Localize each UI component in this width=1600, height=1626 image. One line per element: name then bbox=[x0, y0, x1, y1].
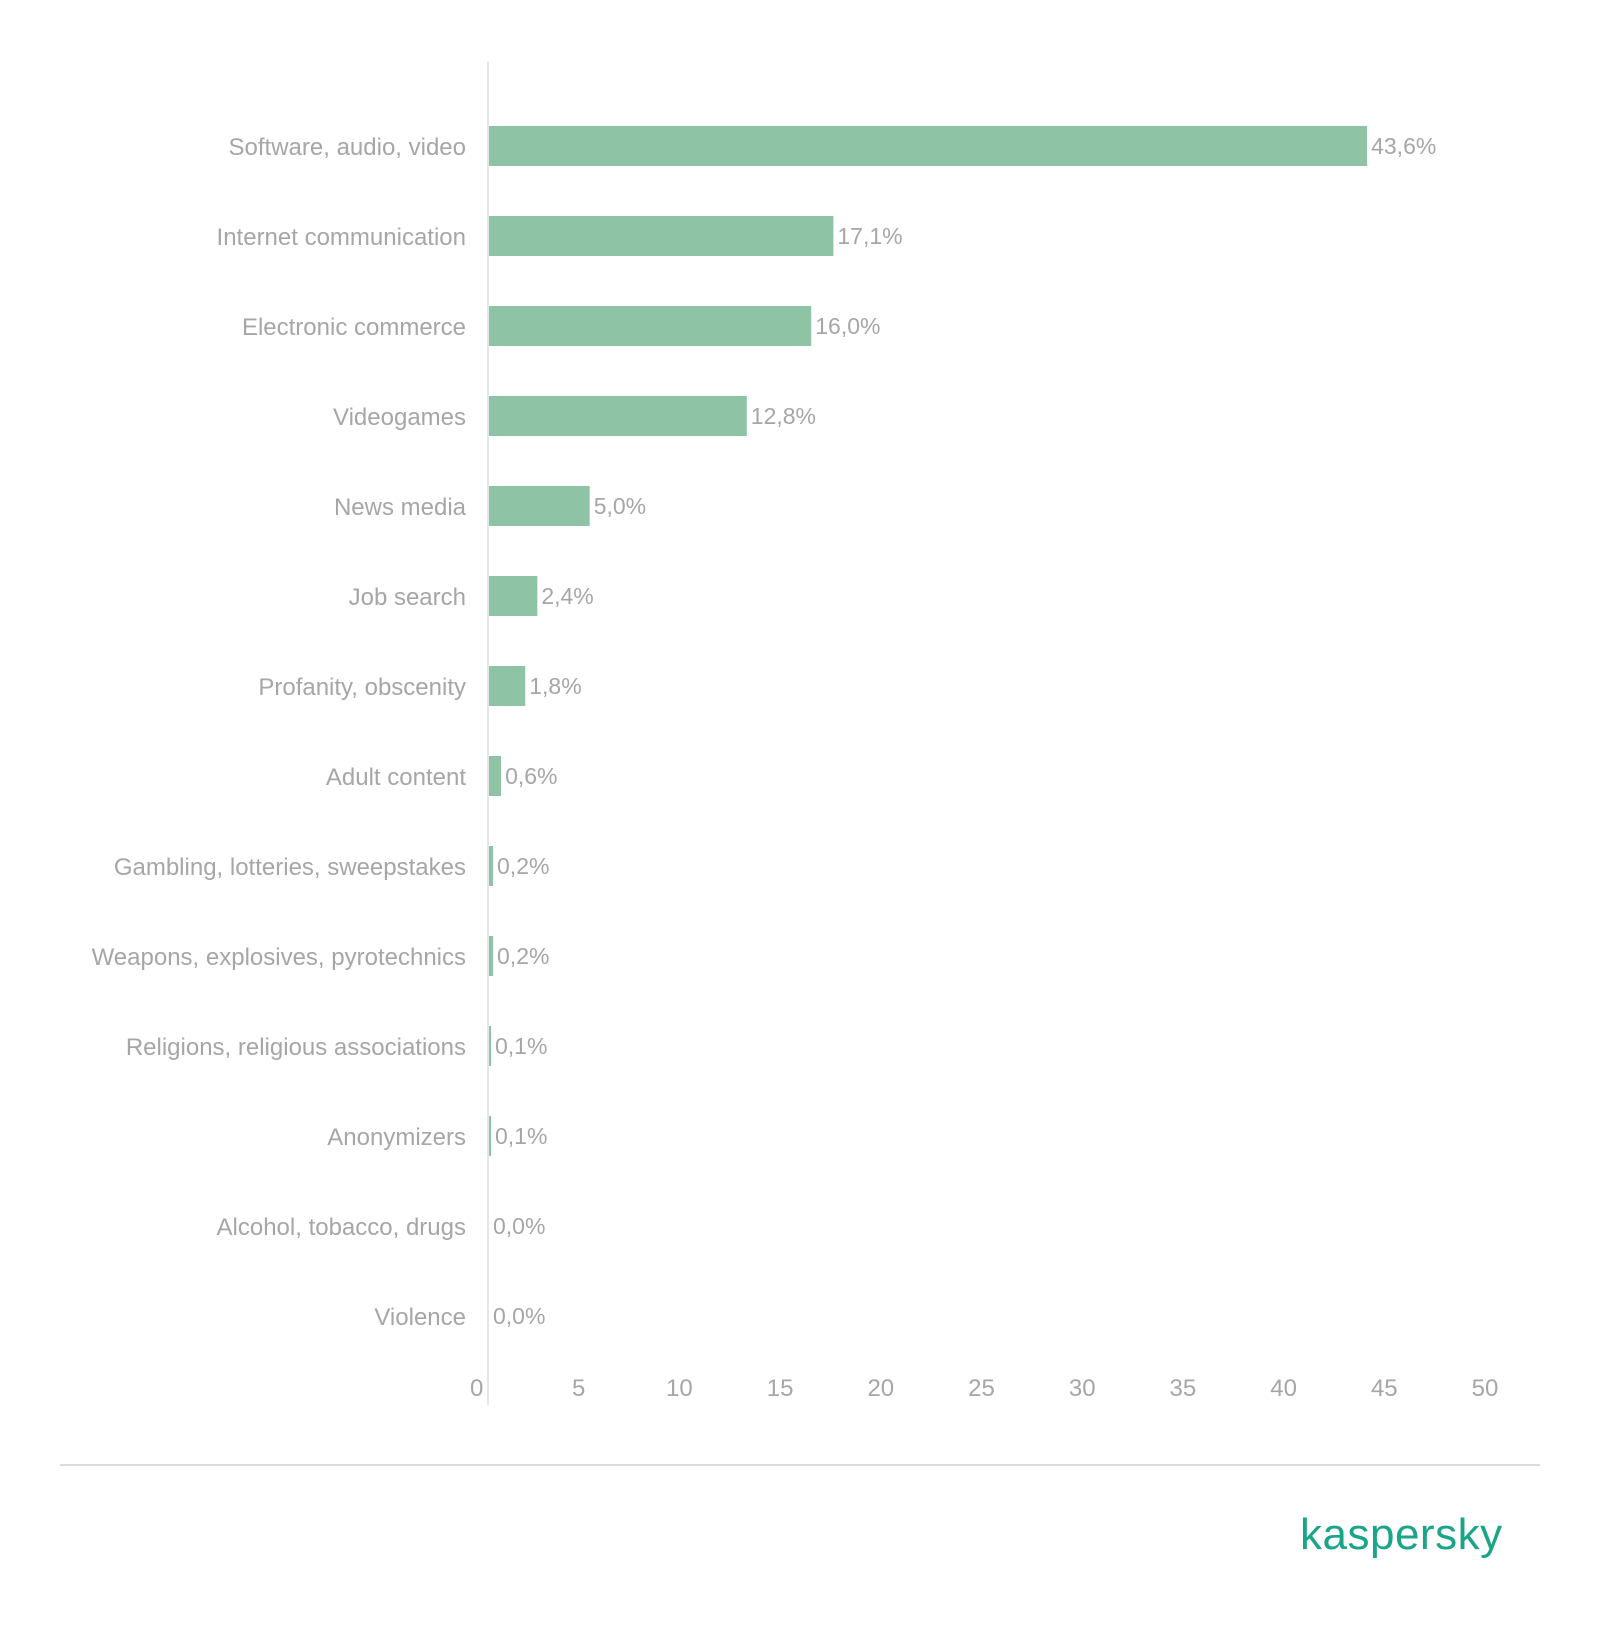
bar-chart: Software, audio, video Internet communica… bbox=[92, 62, 1498, 1405]
x-tick-label: 25 bbox=[968, 1375, 995, 1402]
bar bbox=[489, 1026, 492, 1066]
value-label: 2,4% bbox=[541, 583, 593, 609]
category-label: Adult content bbox=[326, 764, 466, 791]
value-label: 0,0% bbox=[493, 1303, 545, 1329]
bars-group bbox=[489, 126, 1368, 1156]
bar bbox=[489, 396, 747, 436]
x-tick-label: 0 bbox=[470, 1375, 483, 1402]
bar bbox=[489, 486, 590, 526]
category-label: Internet communication bbox=[217, 224, 466, 251]
x-tick-label: 20 bbox=[867, 1375, 894, 1402]
value-label: 12,8% bbox=[751, 403, 816, 429]
category-label: Videogames bbox=[333, 404, 466, 431]
x-tick-label: 40 bbox=[1270, 1375, 1297, 1402]
x-tick-label: 35 bbox=[1170, 1375, 1197, 1402]
value-label: 0,1% bbox=[495, 1123, 547, 1149]
value-label: 0,0% bbox=[493, 1213, 545, 1239]
category-label: Job search bbox=[349, 584, 466, 611]
category-label: Anonymizers bbox=[327, 1124, 466, 1151]
category-label: Alcohol, tobacco, drugs bbox=[217, 1214, 466, 1241]
bar bbox=[489, 216, 834, 256]
x-tick-label: 50 bbox=[1472, 1375, 1499, 1402]
x-tick-label: 15 bbox=[767, 1375, 794, 1402]
x-tick-labels-group: 0 5 10 15 20 25 30 35 40 45 50 bbox=[470, 1375, 1498, 1402]
value-label: 0,6% bbox=[505, 763, 557, 789]
bar bbox=[489, 1116, 492, 1156]
bar bbox=[489, 756, 502, 796]
category-labels-group: Software, audio, video Internet communica… bbox=[92, 134, 467, 1331]
x-tick-label: 5 bbox=[572, 1375, 585, 1402]
value-label: 16,0% bbox=[815, 313, 880, 339]
category-label: Gambling, lotteries, sweepstakes bbox=[114, 854, 466, 881]
bar bbox=[489, 306, 812, 346]
category-label: Weapons, explosives, pyrotechnics bbox=[92, 944, 466, 971]
value-label: 5,0% bbox=[594, 493, 646, 519]
value-label: 0,1% bbox=[495, 1033, 547, 1059]
value-label: 43,6% bbox=[1371, 133, 1436, 159]
category-label: Electronic commerce bbox=[242, 314, 466, 341]
category-label: Violence bbox=[374, 1304, 466, 1331]
category-label: News media bbox=[334, 494, 467, 521]
bar bbox=[489, 666, 526, 706]
x-tick-label: 45 bbox=[1371, 1375, 1398, 1402]
bar bbox=[489, 846, 494, 886]
bar bbox=[489, 126, 1368, 166]
value-label: 1,8% bbox=[529, 673, 581, 699]
value-label: 0,2% bbox=[497, 943, 549, 969]
footer-divider bbox=[60, 1464, 1540, 1466]
value-label: 0,2% bbox=[497, 853, 549, 879]
x-tick-label: 10 bbox=[666, 1375, 693, 1402]
kaspersky-logo: kaspersky bbox=[1300, 1510, 1503, 1559]
bar bbox=[489, 576, 538, 616]
category-label: Religions, religious associations bbox=[126, 1034, 466, 1061]
value-label: 17,1% bbox=[837, 223, 902, 249]
x-tick-label: 30 bbox=[1069, 1375, 1096, 1402]
value-labels-group: 43,6% 17,1% 16,0% 12,8% 5,0% 2,4% 1,8% 0,6% 0,2%… bbox=[493, 133, 1436, 1329]
category-label: Profanity, obscenity bbox=[258, 674, 466, 701]
bar bbox=[489, 936, 494, 976]
category-label: Software, audio, video bbox=[229, 134, 466, 161]
